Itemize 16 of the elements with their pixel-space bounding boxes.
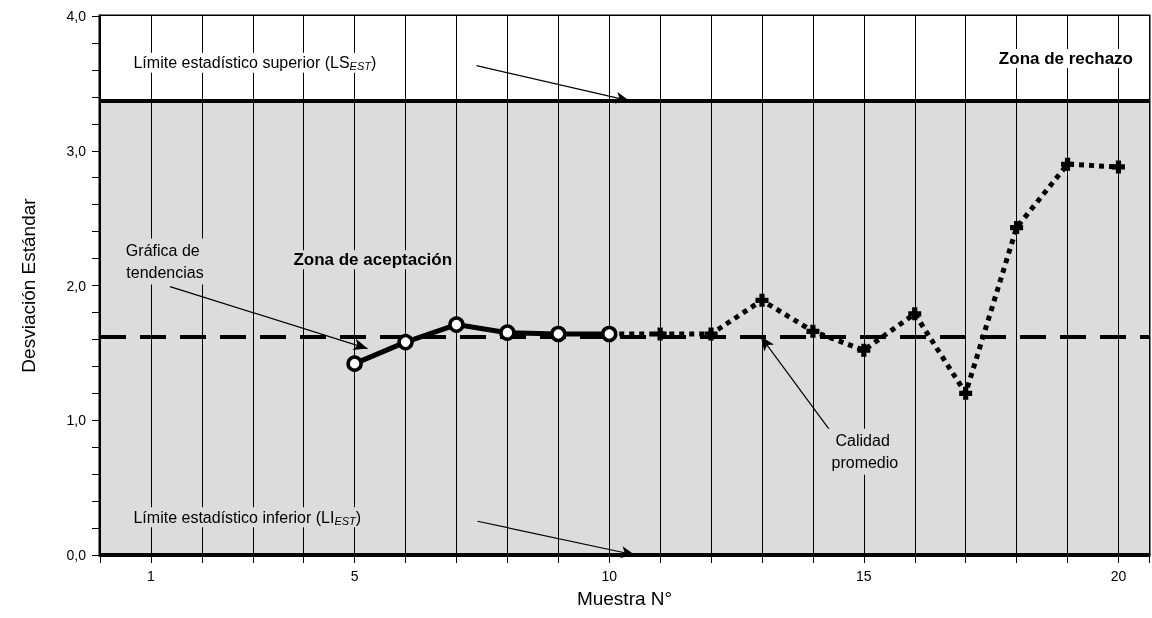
- y-tick-label: 4,0: [66, 8, 87, 24]
- ref-line-label: Calidad promedio: [831, 432, 899, 472]
- y-axis-title: Desviación Estándar: [18, 197, 39, 373]
- x-tick-label: 1: [147, 568, 156, 584]
- x-tick-label: 15: [856, 568, 872, 584]
- x-tick-label: 10: [601, 568, 618, 584]
- y-tick-label: 3,0: [66, 142, 87, 159]
- y-tick-label: 2,0: [66, 277, 87, 294]
- annotation: Gráfica de tendencias: [125, 242, 205, 282]
- y-tick-label: 1,0: [66, 412, 87, 429]
- band-label: Zona de rechazo: [998, 48, 1133, 68]
- x-tick-label: 5: [350, 568, 359, 584]
- x-axis-title: Muestra N°: [576, 588, 673, 609]
- band-label: Zona de aceptación: [293, 250, 453, 270]
- y-tick-label: 0,0: [66, 547, 87, 563]
- x-tick-label: 20: [1110, 568, 1127, 584]
